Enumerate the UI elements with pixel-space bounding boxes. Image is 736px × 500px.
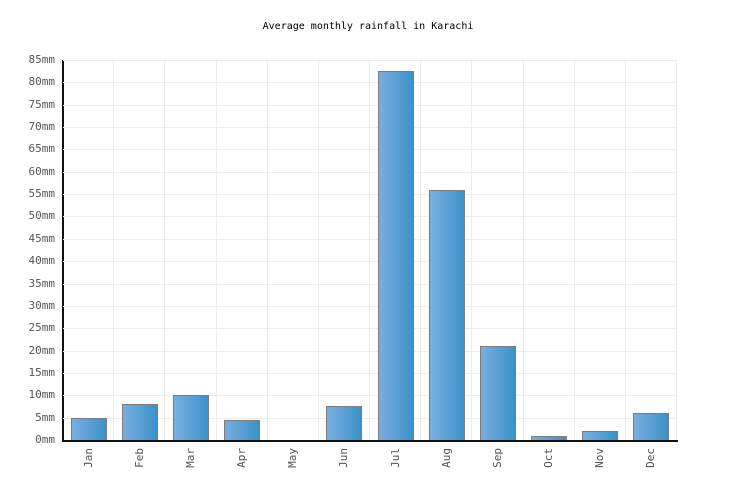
y-tick-label: 5mm <box>35 410 55 424</box>
y-tick-label: 45mm <box>28 231 56 245</box>
x-tick-label: Feb <box>132 448 146 468</box>
gridline-vertical <box>471 60 473 440</box>
bar-apr <box>224 419 261 440</box>
gridline-vertical <box>573 60 575 440</box>
y-tick-label: 55mm <box>28 187 56 201</box>
gridline-horizontal <box>63 350 677 352</box>
plot-area <box>63 60 677 440</box>
x-tick-label: Nov <box>593 448 607 468</box>
bar-jul <box>377 71 414 440</box>
gridline-horizontal <box>63 149 677 151</box>
bar-sep <box>479 346 516 440</box>
y-tick-label: 20mm <box>28 343 56 357</box>
chart-title: Average monthly rainfall in Karachi <box>262 21 474 32</box>
gridline-horizontal <box>63 127 677 129</box>
gridline-vertical <box>676 60 677 440</box>
gridline-horizontal <box>63 216 677 218</box>
gridline-horizontal <box>63 261 677 263</box>
bar-dec <box>633 413 670 440</box>
gridline-horizontal <box>63 395 677 397</box>
bar-oct <box>531 436 568 440</box>
gridline-horizontal <box>63 171 677 173</box>
x-tick-label: Jun <box>337 448 351 468</box>
y-tick-label: 80mm <box>28 75 56 89</box>
x-tick-label: Jul <box>388 448 402 468</box>
bar-jan <box>70 417 107 440</box>
gridline-vertical <box>317 60 319 440</box>
x-tick-label: Dec <box>644 448 658 468</box>
x-tick-label: Oct <box>542 448 556 468</box>
gridline-vertical <box>164 60 166 440</box>
y-tick-label: 25mm <box>28 321 56 335</box>
x-tick-label: Apr <box>235 448 249 468</box>
gridline-vertical <box>522 60 524 440</box>
gridline-vertical <box>420 60 422 440</box>
gridline-horizontal <box>63 238 677 240</box>
bar-aug <box>428 189 465 440</box>
y-tick-label: 70mm <box>28 120 56 134</box>
x-tick-label: Jan <box>81 448 95 468</box>
gridline-horizontal <box>63 82 677 84</box>
gridline-horizontal <box>63 283 677 285</box>
y-tick-label: 50mm <box>28 209 56 223</box>
bar-mar <box>172 395 209 440</box>
gridline-horizontal <box>63 328 677 330</box>
gridline-horizontal <box>63 194 677 196</box>
bar-nov <box>582 431 619 440</box>
gridline-horizontal <box>63 417 677 419</box>
gridline-horizontal <box>63 60 677 61</box>
gridline-vertical <box>266 60 268 440</box>
y-tick-label: 15mm <box>28 365 56 379</box>
x-axis-line <box>62 440 678 442</box>
y-tick-label: 10mm <box>28 388 56 402</box>
y-tick-label: 85mm <box>28 53 56 66</box>
y-axis-line <box>62 60 64 441</box>
gridline-horizontal <box>63 104 677 106</box>
x-tick-label: Sep <box>490 448 504 468</box>
y-tick-label: 65mm <box>28 142 56 156</box>
gridline-vertical <box>113 60 115 440</box>
bar-feb <box>121 404 158 440</box>
gridline-horizontal <box>63 372 677 374</box>
y-tick-label: 75mm <box>28 97 56 111</box>
y-tick-label: 35mm <box>28 276 56 290</box>
y-tick-label: 60mm <box>28 164 56 178</box>
x-tick-label: Mar <box>183 448 197 468</box>
gridline-vertical <box>624 60 626 440</box>
y-tick-label: 40mm <box>28 254 56 268</box>
gridline-vertical <box>215 60 217 440</box>
gridline-horizontal <box>63 305 677 307</box>
bar-jun <box>326 406 363 440</box>
y-tick-label: 0mm <box>35 433 55 446</box>
x-tick-label: May <box>286 448 300 468</box>
y-tick-label: 30mm <box>28 298 56 312</box>
x-tick-label: Aug <box>439 448 453 468</box>
gridline-vertical <box>369 60 370 440</box>
